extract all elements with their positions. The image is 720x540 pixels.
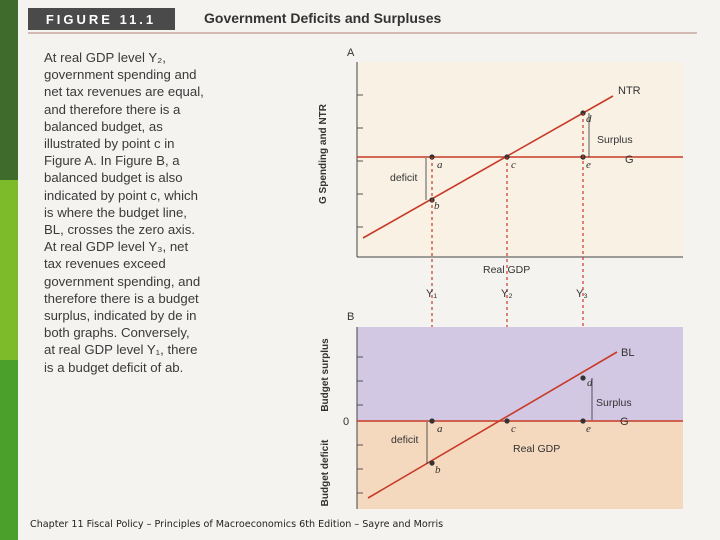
panel-a-deficit-label: deficit — [390, 172, 418, 184]
panel-b-surplus-axis-label: Budget surplus — [320, 338, 331, 412]
panel-a-point-a: a — [437, 159, 443, 171]
panel-b-point-e-marker — [580, 418, 586, 424]
panel-a-point-c: c — [511, 159, 516, 171]
panel-b-bl-line — [367, 351, 618, 499]
panel-a-ticks — [357, 94, 363, 228]
level-y2: Y₂ — [501, 288, 513, 300]
panel-b-point-c: c — [511, 423, 516, 435]
panel-a-point-e: e — [586, 159, 591, 171]
panel-a-x-axis-label: Real GDP — [483, 264, 530, 276]
panel-b-zero-label: 0 — [343, 416, 349, 428]
slide-stripe-mid — [0, 180, 18, 360]
figure-number: FIGURE 11.1 — [46, 12, 156, 27]
panel-b-bl-label: BL — [621, 347, 634, 359]
figure-title: Government Deficits and Surpluses — [204, 10, 441, 26]
panel-a-label: A — [347, 47, 355, 59]
panel-b-surplus-label: Surplus — [596, 397, 632, 409]
panel-b-point-c-marker — [504, 418, 510, 424]
figure-number-banner — [28, 8, 175, 30]
panel-b-point-e: e — [586, 423, 591, 435]
panel-b-g-label: G — [620, 416, 629, 428]
panel-b-point-a: a — [437, 423, 443, 435]
panel-b-point-d: d — [587, 377, 593, 389]
panel-a-point-b: b — [434, 200, 440, 212]
figure-description: At real GDP level Y₂, government spendin… — [44, 50, 204, 375]
panel-a-ntr-label: NTR — [618, 85, 641, 97]
level-guides — [431, 113, 584, 500]
panel-a-g-label: G — [625, 154, 634, 166]
panel-b-deficit-label: deficit — [391, 434, 419, 446]
slide-stripe-dark — [0, 0, 18, 180]
panel-b-point-d-marker — [580, 375, 586, 381]
panel-b-label: B — [347, 311, 354, 323]
slide-footer: Chapter 11 Fiscal Policy – Principles of… — [30, 519, 444, 530]
panel-a-point-d: d — [586, 113, 592, 125]
level-y3: Y₃ — [576, 288, 588, 300]
panel-b-point-a-marker — [429, 418, 435, 424]
panel-a-ntr-line — [362, 95, 614, 239]
slide-stripe-light — [0, 360, 18, 540]
panel-b-x-axis-label: Real GDP — [513, 443, 560, 455]
panel-b-deficit-region — [357, 421, 683, 509]
panel-a-y-axis-label: G Spending and NTR — [318, 103, 329, 204]
panel-b-deficit-axis-label: Budget deficit — [320, 439, 331, 506]
panel-a-surplus-label: Surplus — [597, 134, 633, 146]
panel-b-point-b: b — [435, 464, 441, 476]
panel-b-ticks — [357, 356, 363, 494]
panel-a-plot-area — [357, 62, 683, 257]
level-y1: Y₁ — [426, 288, 437, 300]
panel-b-surplus-region — [357, 327, 683, 421]
panel-b-point-b-marker — [429, 460, 435, 466]
